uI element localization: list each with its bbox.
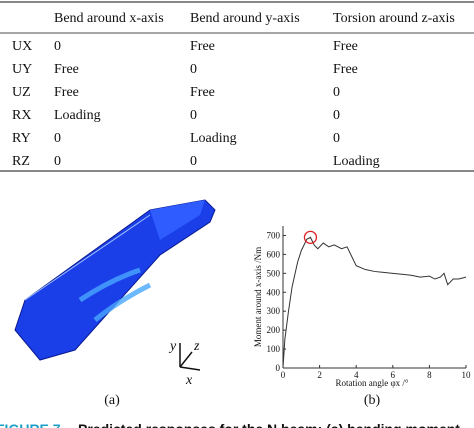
beam-edge xyxy=(24,214,151,301)
y-tick-label: 0 xyxy=(276,363,281,373)
table-header: Bend around y-axis xyxy=(190,11,300,26)
y-tick-label: 300 xyxy=(267,306,281,316)
axis-arrow xyxy=(179,351,193,368)
chart-b xyxy=(282,226,466,369)
table-cell: 0 xyxy=(333,108,340,123)
row-label: RZ xyxy=(12,154,30,169)
table-header: Torsion around z-axis xyxy=(333,11,455,26)
table xyxy=(0,1,474,172)
beam-face xyxy=(150,200,205,240)
axis-name: x xyxy=(185,373,193,388)
table-header: Bend around x-axis xyxy=(54,11,164,26)
table-cell: 0 xyxy=(333,85,340,100)
subfigure-label: (b) xyxy=(364,393,381,408)
row-label: RY xyxy=(12,131,31,146)
y-tick-label: 100 xyxy=(267,344,281,354)
row-label: UZ xyxy=(12,85,31,100)
x-axis-label: Rotation angle φx /° xyxy=(335,378,408,388)
x-tick-label: 6 xyxy=(391,370,396,380)
x-tick-label: 0 xyxy=(281,370,286,380)
y-axis-label: Moment around x-axis /Nm xyxy=(253,247,263,347)
row-label: UX xyxy=(12,39,32,54)
caption-text: Predicted responses for the N beam: (a) … xyxy=(78,421,460,428)
table-cell: Loading xyxy=(190,131,237,146)
table-cell: Free xyxy=(54,85,79,100)
x-tick-label: 8 xyxy=(427,370,432,380)
y-tick-label: 200 xyxy=(267,325,281,335)
figure-a xyxy=(14,199,216,371)
table-cell: Free xyxy=(54,62,79,77)
x-tick-label: 4 xyxy=(354,370,359,380)
table-cell: Loading xyxy=(54,108,101,123)
table-cell: 0 xyxy=(54,39,61,54)
coordinate-axes xyxy=(179,343,201,371)
peak-marker xyxy=(303,230,318,245)
axis-name: y xyxy=(168,339,177,354)
row-label: UY xyxy=(12,62,32,77)
table-cell: Free xyxy=(333,62,358,77)
table-cell: 0 xyxy=(54,131,61,146)
table-cell: 0 xyxy=(333,131,340,146)
caption-number: FIGURE 7 xyxy=(0,421,61,428)
y-tick-label: 600 xyxy=(267,249,281,259)
y-tick-label: 500 xyxy=(267,268,281,278)
axis-name: z xyxy=(193,339,200,354)
subfigure-label: (a) xyxy=(104,393,120,408)
table-cell: 0 xyxy=(54,154,61,169)
table-cell: 0 xyxy=(190,154,197,169)
table-cell: Loading xyxy=(333,154,380,169)
y-tick-label: 700 xyxy=(267,230,281,240)
axis-arrow xyxy=(179,366,201,371)
data-line xyxy=(282,236,467,369)
x-tick-label: 10 xyxy=(462,370,472,380)
table-cell: Free xyxy=(333,39,358,54)
table-cell: 0 xyxy=(190,108,197,123)
table-cell: 0 xyxy=(190,62,197,77)
stress-region xyxy=(78,267,152,322)
row-label: RX xyxy=(12,108,31,123)
table-cell: Free xyxy=(190,39,215,54)
table-cell: Free xyxy=(190,85,215,100)
y-tick-label: 400 xyxy=(267,287,281,297)
x-tick-label: 2 xyxy=(317,370,322,380)
